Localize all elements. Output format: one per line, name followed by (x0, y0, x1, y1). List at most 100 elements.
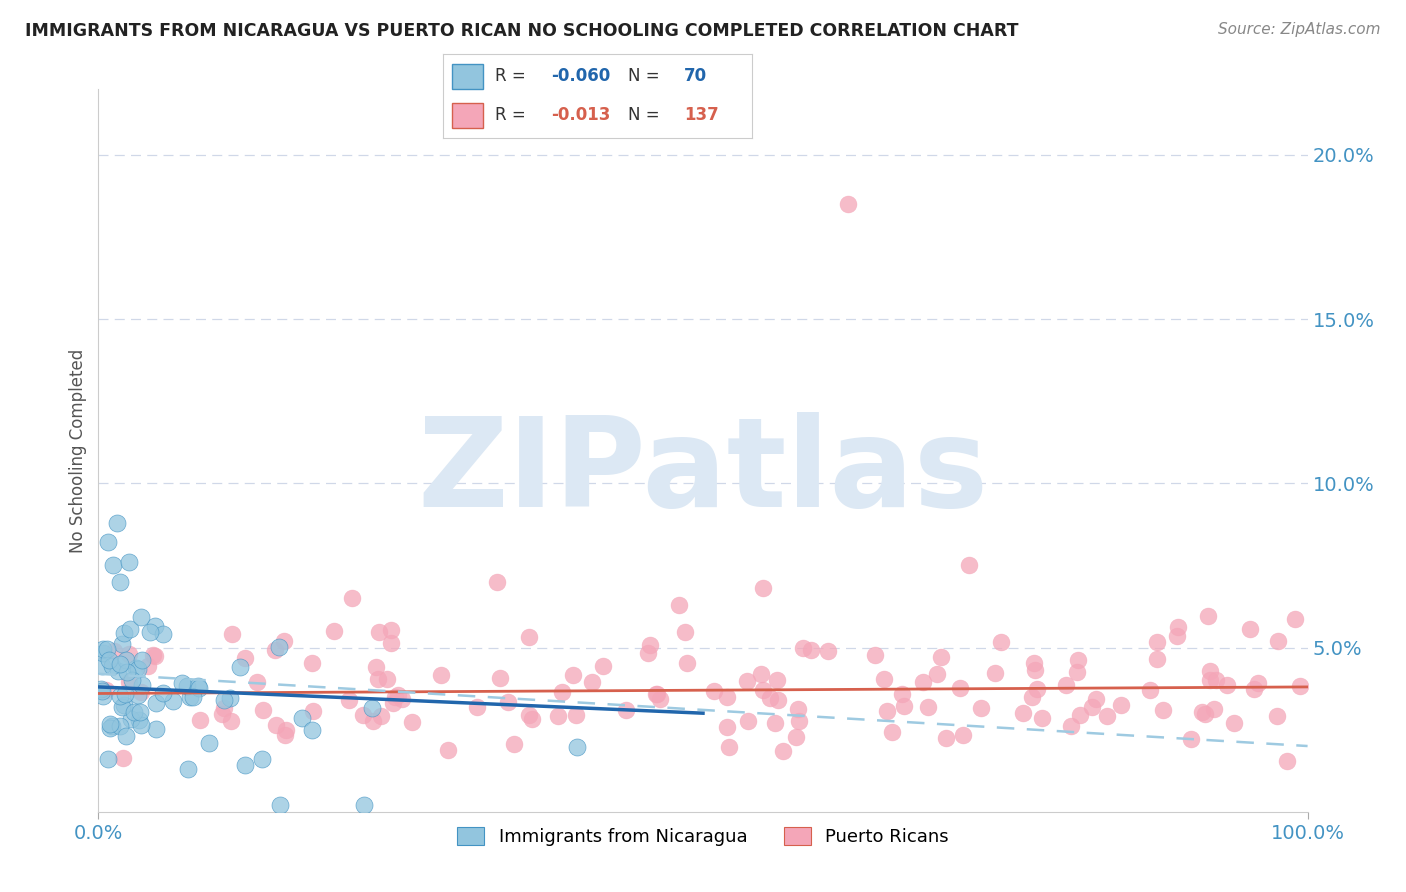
Point (952, 728, 974, 742)
Text: N =: N = (628, 68, 659, 86)
Text: IMMIGRANTS FROM NICARAGUA VS PUERTO RICAN NO SCHOOLING COMPLETED CORRELATION CHA: IMMIGRANTS FROM NICARAGUA VS PUERTO RICA… (25, 22, 1019, 40)
Point (101, 558, 124, 573)
Point (246, 674, 269, 689)
Point (107, 665, 129, 679)
Point (233, 758, 256, 772)
Point (187, 679, 209, 693)
Point (766, 693, 789, 707)
Point (127, 688, 149, 702)
Point (890, 688, 912, 702)
Point (1284, 612, 1306, 626)
Point (1288, 679, 1310, 693)
Point (763, 716, 786, 731)
Point (872, 672, 894, 686)
Point (176, 679, 198, 693)
Point (718, 739, 741, 754)
Point (129, 610, 152, 624)
Point (101, 719, 124, 733)
Point (276, 723, 298, 737)
Point (212, 701, 235, 715)
Point (551, 684, 574, 698)
Point (1069, 708, 1091, 723)
Text: N =: N = (628, 106, 659, 124)
Point (668, 598, 690, 612)
Point (882, 725, 904, 739)
Point (562, 667, 585, 681)
Point (97, 535, 120, 549)
Point (1197, 609, 1219, 624)
Point (273, 634, 295, 648)
Point (498, 695, 520, 709)
Point (381, 696, 404, 710)
Point (91, 689, 114, 703)
Point (108, 574, 131, 589)
Point (1222, 716, 1244, 731)
Point (128, 705, 150, 719)
Point (91, 641, 114, 656)
Point (1191, 705, 1213, 719)
Point (1166, 628, 1188, 642)
Bar (453, 103, 484, 128)
Point (211, 706, 233, 721)
Point (638, 638, 661, 652)
Point (90, 682, 112, 697)
Point (949, 681, 972, 696)
Point (1198, 673, 1220, 688)
Point (837, 197, 859, 211)
Point (984, 665, 1007, 680)
Point (127, 662, 149, 676)
Point (252, 703, 274, 717)
Point (735, 673, 758, 688)
Point (93, 646, 115, 660)
Point (111, 637, 134, 651)
Point (1180, 731, 1202, 746)
Point (264, 643, 287, 657)
Point (364, 660, 387, 674)
Point (1024, 663, 1046, 677)
Point (1202, 702, 1225, 716)
Point (188, 713, 211, 727)
Point (1247, 676, 1270, 690)
Point (100, 721, 122, 735)
Point (1067, 653, 1090, 667)
Text: 70: 70 (685, 68, 707, 86)
Point (91, 684, 114, 698)
Point (115, 665, 138, 679)
Point (250, 752, 273, 766)
Point (785, 730, 807, 744)
Point (1194, 707, 1216, 722)
Point (267, 640, 290, 654)
Point (565, 708, 588, 723)
Point (367, 624, 389, 639)
Point (990, 635, 1012, 649)
Point (145, 696, 167, 710)
Point (229, 660, 252, 674)
Point (565, 739, 588, 754)
Point (1031, 711, 1053, 725)
Point (865, 648, 887, 662)
Point (361, 700, 384, 714)
Point (917, 700, 939, 714)
Point (96, 641, 118, 656)
Point (301, 723, 323, 737)
Point (517, 630, 540, 644)
Point (1085, 692, 1108, 706)
Point (792, 641, 814, 656)
Point (436, 743, 458, 757)
Point (118, 622, 141, 636)
Point (152, 626, 174, 640)
Point (925, 666, 948, 681)
Point (112, 750, 135, 764)
Point (789, 714, 811, 728)
Point (817, 644, 839, 658)
Point (342, 591, 364, 606)
Text: ZIPatlas: ZIPatlas (418, 411, 988, 533)
Point (105, 516, 128, 530)
Point (893, 698, 915, 713)
Point (274, 728, 297, 742)
Point (138, 625, 160, 640)
Point (97, 653, 120, 667)
Point (1021, 690, 1043, 704)
Point (517, 707, 540, 722)
Point (129, 717, 152, 731)
